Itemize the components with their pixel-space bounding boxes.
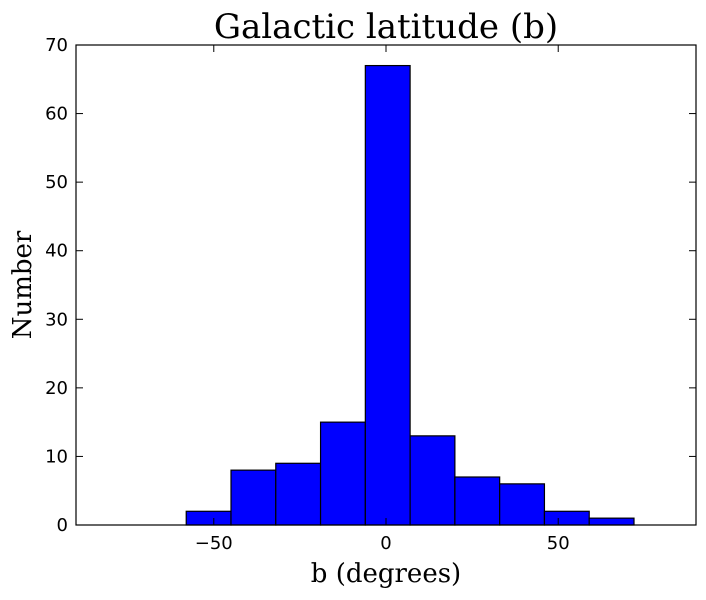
x-axis-label: b (degrees) (311, 559, 461, 589)
histogram-bar (543, 510, 590, 526)
histogram-bar (409, 435, 456, 526)
histogram-bar (499, 483, 546, 526)
y-tick-label: 30 (45, 309, 68, 330)
histogram-bar (364, 64, 411, 526)
y-axis-label: Number (8, 230, 38, 339)
chart-title: Galactic latitude (b) (214, 7, 558, 47)
histogram-bar (275, 462, 322, 526)
bars-group (185, 64, 635, 526)
histogram-bar (319, 421, 366, 526)
x-tick-label: 50 (547, 533, 570, 554)
ticks-group: −50 0 50 0 10 20 30 40 50 60 70 (45, 35, 696, 554)
y-tick-label: 10 (45, 446, 68, 467)
histogram-bar (454, 476, 501, 526)
y-tick-label: 60 (45, 104, 68, 125)
y-tick-label: 70 (45, 35, 68, 56)
y-tick-label: 0 (57, 515, 68, 536)
histogram-bar (185, 510, 232, 526)
x-tick-label: 0 (380, 533, 391, 554)
histogram-bar (588, 517, 635, 526)
plot-frame (75, 44, 697, 526)
y-tick-label: 20 (45, 378, 68, 399)
histogram-bar (230, 469, 277, 526)
y-tick-label: 50 (45, 172, 68, 193)
y-tick-label: 40 (45, 241, 68, 262)
x-tick-label: −50 (195, 533, 233, 554)
